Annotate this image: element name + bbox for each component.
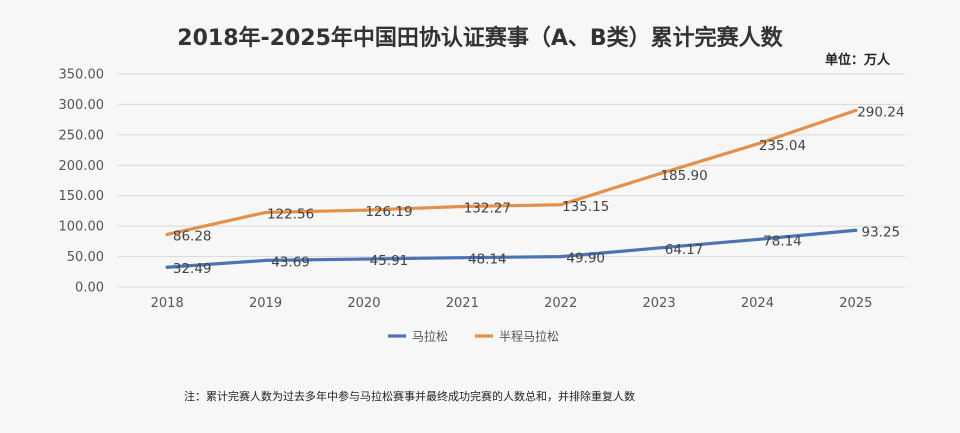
- data-label: 185.90: [660, 168, 707, 184]
- data-point: [559, 203, 563, 207]
- x-axis-ticks: 2018 2019 2020 2021 2022 2023 2024 2025: [151, 296, 873, 311]
- chart-title: 2018年-2025年中国田协认证赛事（A、B类）累计完赛人数: [177, 26, 783, 51]
- series-line-marathon: [165, 228, 858, 269]
- data-point: [755, 142, 760, 146]
- data-labels: 32.49 43.69 45.91 48.14 49.90 64.17 78.14 93.25…: [173, 104, 905, 277]
- x-tick-label: 2021: [446, 296, 479, 311]
- data-label: 93.25: [861, 224, 900, 240]
- data-point: [854, 228, 858, 232]
- data-point: [165, 232, 169, 237]
- footnote: 注：累计完赛人数为过去多年中参与马拉松赛事并最终成功完赛的人数总和，并排除重复人…: [184, 390, 635, 403]
- data-label: 48.14: [468, 252, 507, 268]
- data-point: [362, 208, 366, 212]
- data-label: 132.27: [464, 201, 511, 217]
- data-point: [755, 237, 760, 242]
- grid-layer: [118, 73, 905, 288]
- data-point: [165, 265, 169, 269]
- x-tick-label: 2022: [544, 296, 577, 311]
- data-label: 235.04: [759, 138, 806, 154]
- x-tick-label: 2025: [839, 296, 872, 311]
- data-label: 122.56: [267, 206, 314, 222]
- data-point: [657, 246, 661, 250]
- y-tick-label: 250.00: [59, 128, 105, 143]
- x-tick-label: 2024: [741, 296, 774, 311]
- data-label: 49.90: [566, 251, 605, 267]
- data-label: 290.24: [857, 104, 904, 120]
- y-axis-ticks: 0.00 50.00 100.00 150.00 200.00 250.00 300.00 3…: [59, 68, 105, 296]
- y-tick-label: 0.00: [75, 281, 104, 296]
- data-point: [657, 172, 661, 176]
- legend-label: 半程马拉松: [499, 329, 559, 344]
- data-label: 43.69: [271, 254, 310, 270]
- data-point: [854, 108, 858, 112]
- data-label: 86.28: [173, 228, 212, 244]
- x-tick-label: 2018: [151, 296, 184, 311]
- data-point: [362, 257, 366, 261]
- data-label: 135.15: [562, 199, 609, 215]
- data-label: 64.17: [665, 242, 704, 258]
- data-point: [460, 204, 464, 209]
- series-line-half-marathon: [165, 108, 858, 237]
- unit-label: 单位：万人: [824, 53, 890, 68]
- data-point: [263, 258, 268, 263]
- x-tick-label: 2019: [249, 296, 282, 311]
- y-tick-label: 200.00: [59, 159, 105, 174]
- data-label: 126.19: [365, 204, 412, 220]
- data-point: [559, 255, 563, 259]
- series-layer: [165, 108, 858, 269]
- data-point: [263, 210, 268, 215]
- y-tick-label: 150.00: [59, 189, 105, 204]
- data-label: 78.14: [763, 233, 802, 249]
- data-label: 45.91: [370, 253, 409, 269]
- legend: 马拉松 半程马拉松: [388, 329, 559, 344]
- data-point: [460, 256, 464, 260]
- x-tick-label: 2023: [643, 296, 676, 311]
- y-tick-label: 100.00: [59, 220, 105, 235]
- data-label: 32.49: [173, 261, 212, 277]
- y-tick-label: 300.00: [59, 98, 105, 113]
- legend-label: 马拉松: [412, 329, 448, 344]
- y-tick-label: 50.00: [67, 250, 104, 265]
- x-tick-label: 2020: [347, 296, 380, 311]
- y-tick-label: 350.00: [59, 68, 105, 83]
